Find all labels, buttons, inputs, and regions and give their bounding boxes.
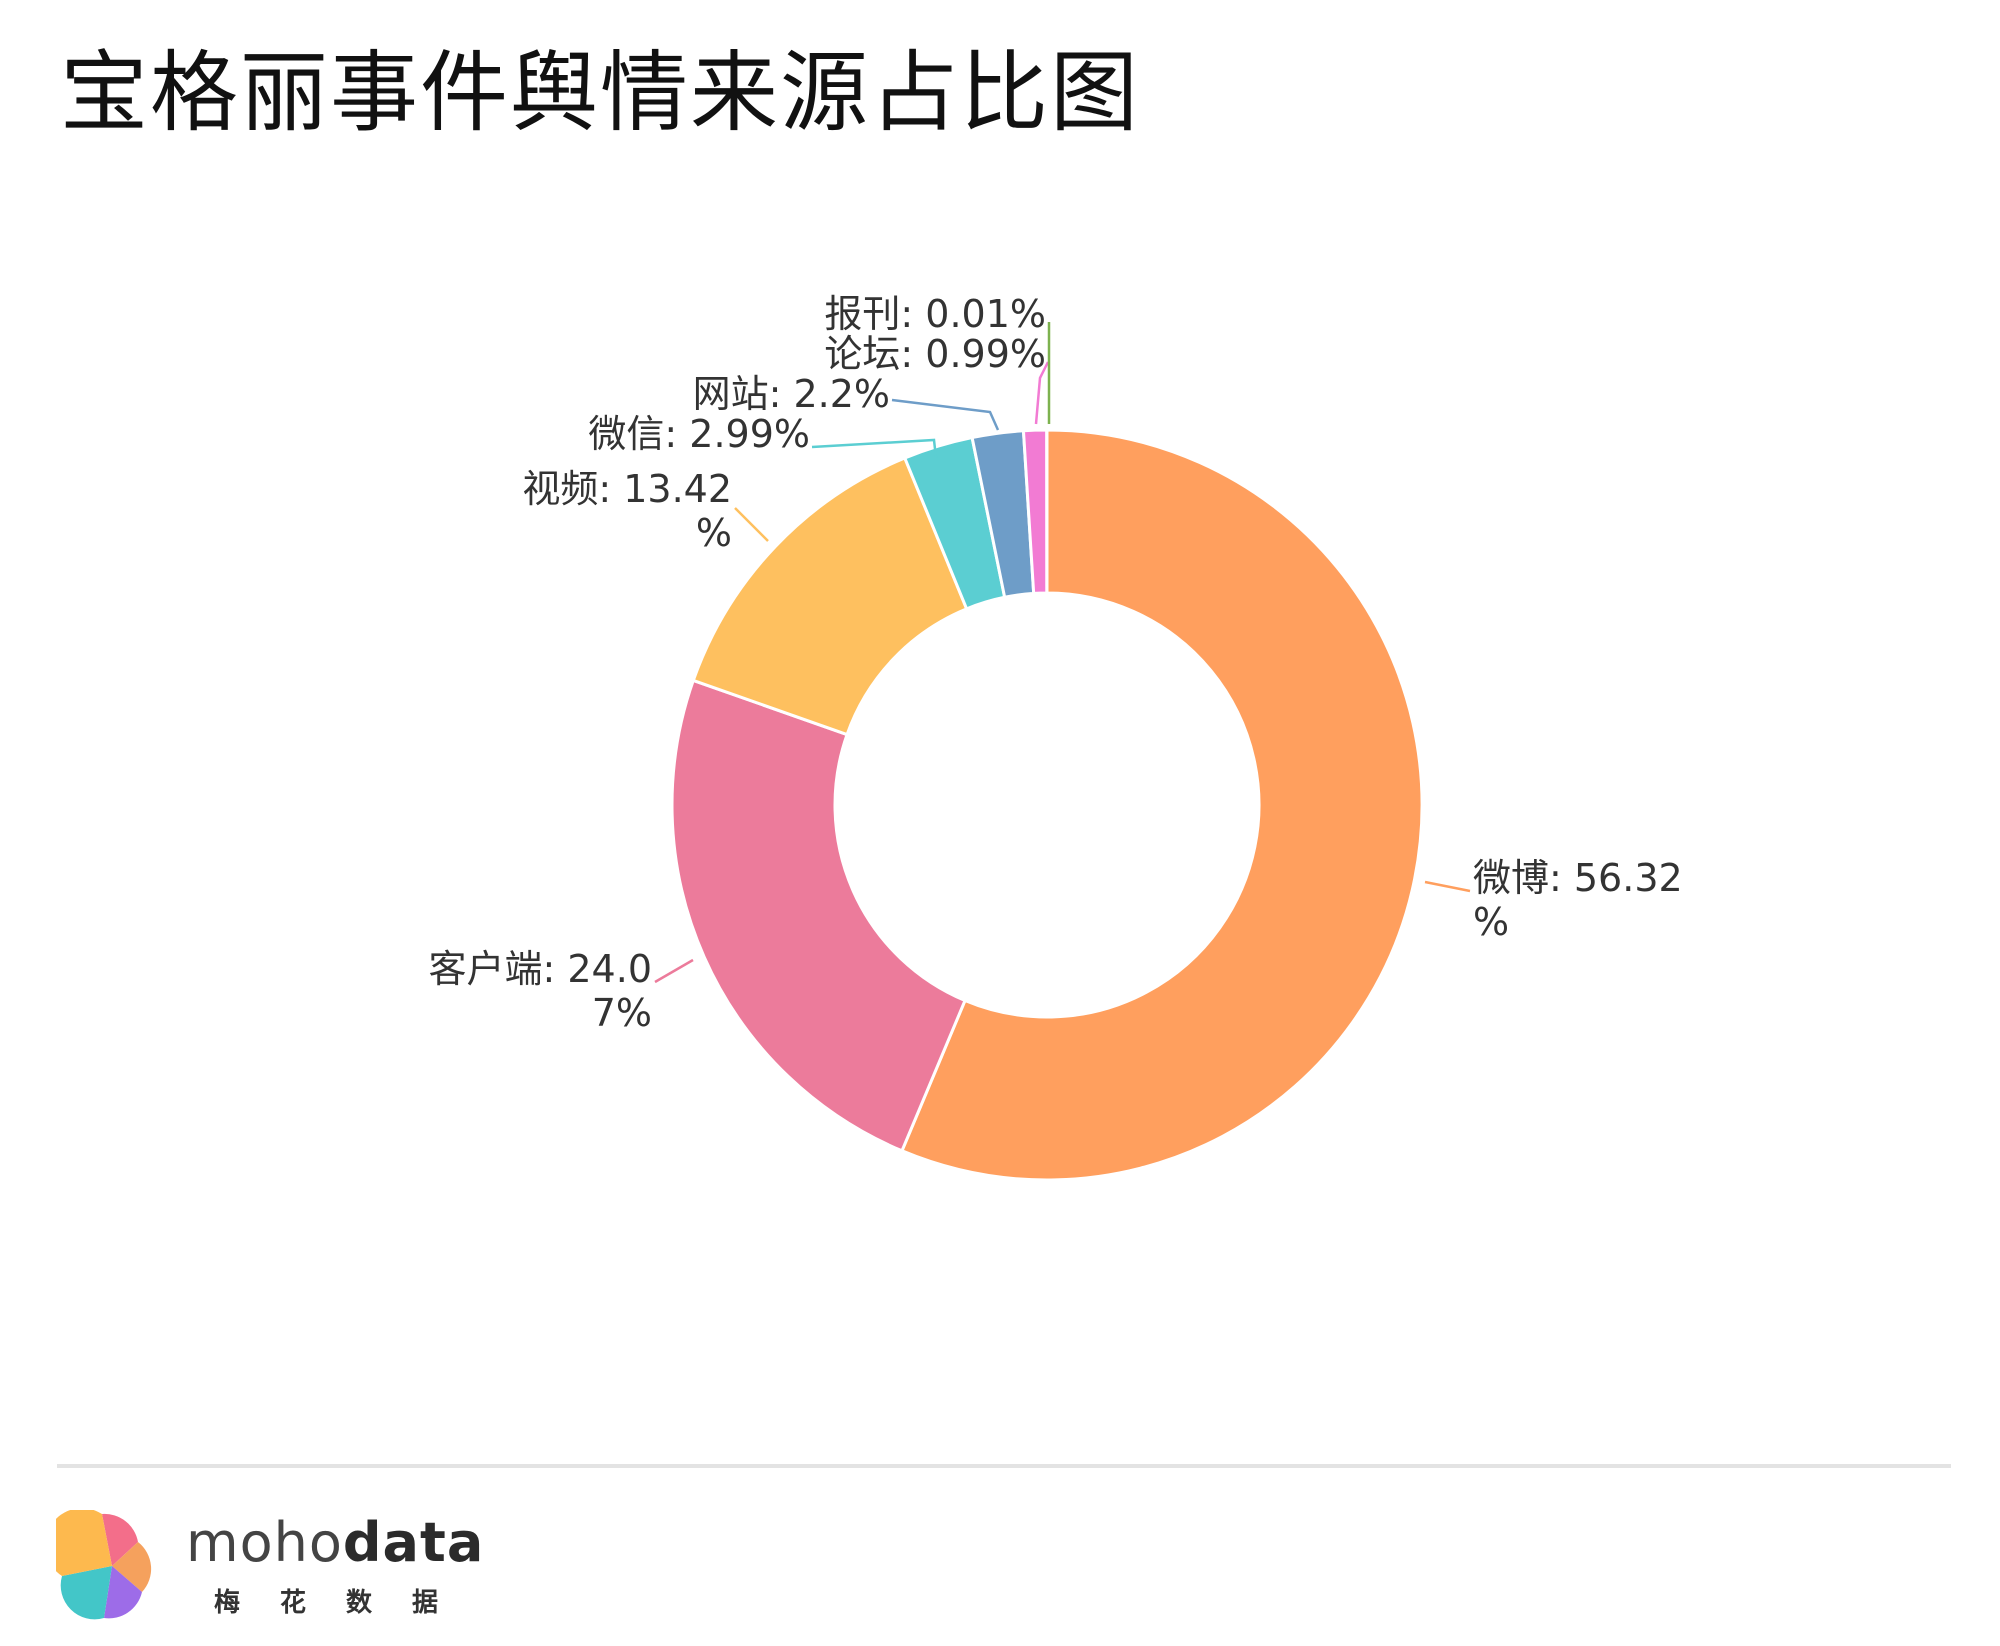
leader-line-微信: [811, 438, 938, 459]
slice-labels: 微博: 56.32 % 客户端: 24.0 7% 视频: 13.42 % 微信: 2.99%…: [429, 292, 1683, 1035]
leader-lines: [654, 322, 1471, 984]
brand-light: moho: [186, 1511, 343, 1574]
leader-line-视频: [734, 507, 769, 542]
footer-divider: [57, 1464, 1951, 1468]
pinwheel-logo-icon: [56, 1510, 152, 1620]
brand-bold: data: [342, 1511, 485, 1574]
slice-label-论坛: 论坛: 0.99%: [824, 332, 1046, 376]
slice-label-微博: 微博: 56.32%: [1473, 856, 1683, 944]
leader-line-客户端: [654, 958, 694, 984]
leader-line-论坛: [1034, 361, 1050, 425]
leader-line-网站: [891, 398, 1000, 431]
donut-slices: [670, 428, 1424, 1182]
slice-客户端[interactable]: [670, 678, 967, 1153]
chart-title: 宝格丽事件舆情来源占比图: [60, 41, 1141, 144]
slice-视频[interactable]: [691, 456, 969, 737]
slice-微博[interactable]: [900, 428, 1424, 1182]
brand-subtitle: 梅花数据: [214, 1588, 479, 1618]
slice-label-微信: 微信: 2.99%: [588, 412, 810, 456]
donut-chart: 微博: 56.32 % 客户端: 24.0 7% 视频: 13.42 % 微信: 2.99%…: [429, 292, 1683, 1182]
slice-label-报刊: 报刊: 0.01%: [824, 292, 1046, 336]
brand-wordmark: mohodata: [186, 1508, 484, 1578]
slice-label-视频: 视频: 13.42%: [522, 467, 732, 555]
slice-label-客户端: 客户端: 24.0 7%: [429, 947, 653, 1035]
leader-line-微博: [1424, 880, 1471, 893]
slice-label-网站: 网站: 2.2%: [693, 372, 890, 416]
